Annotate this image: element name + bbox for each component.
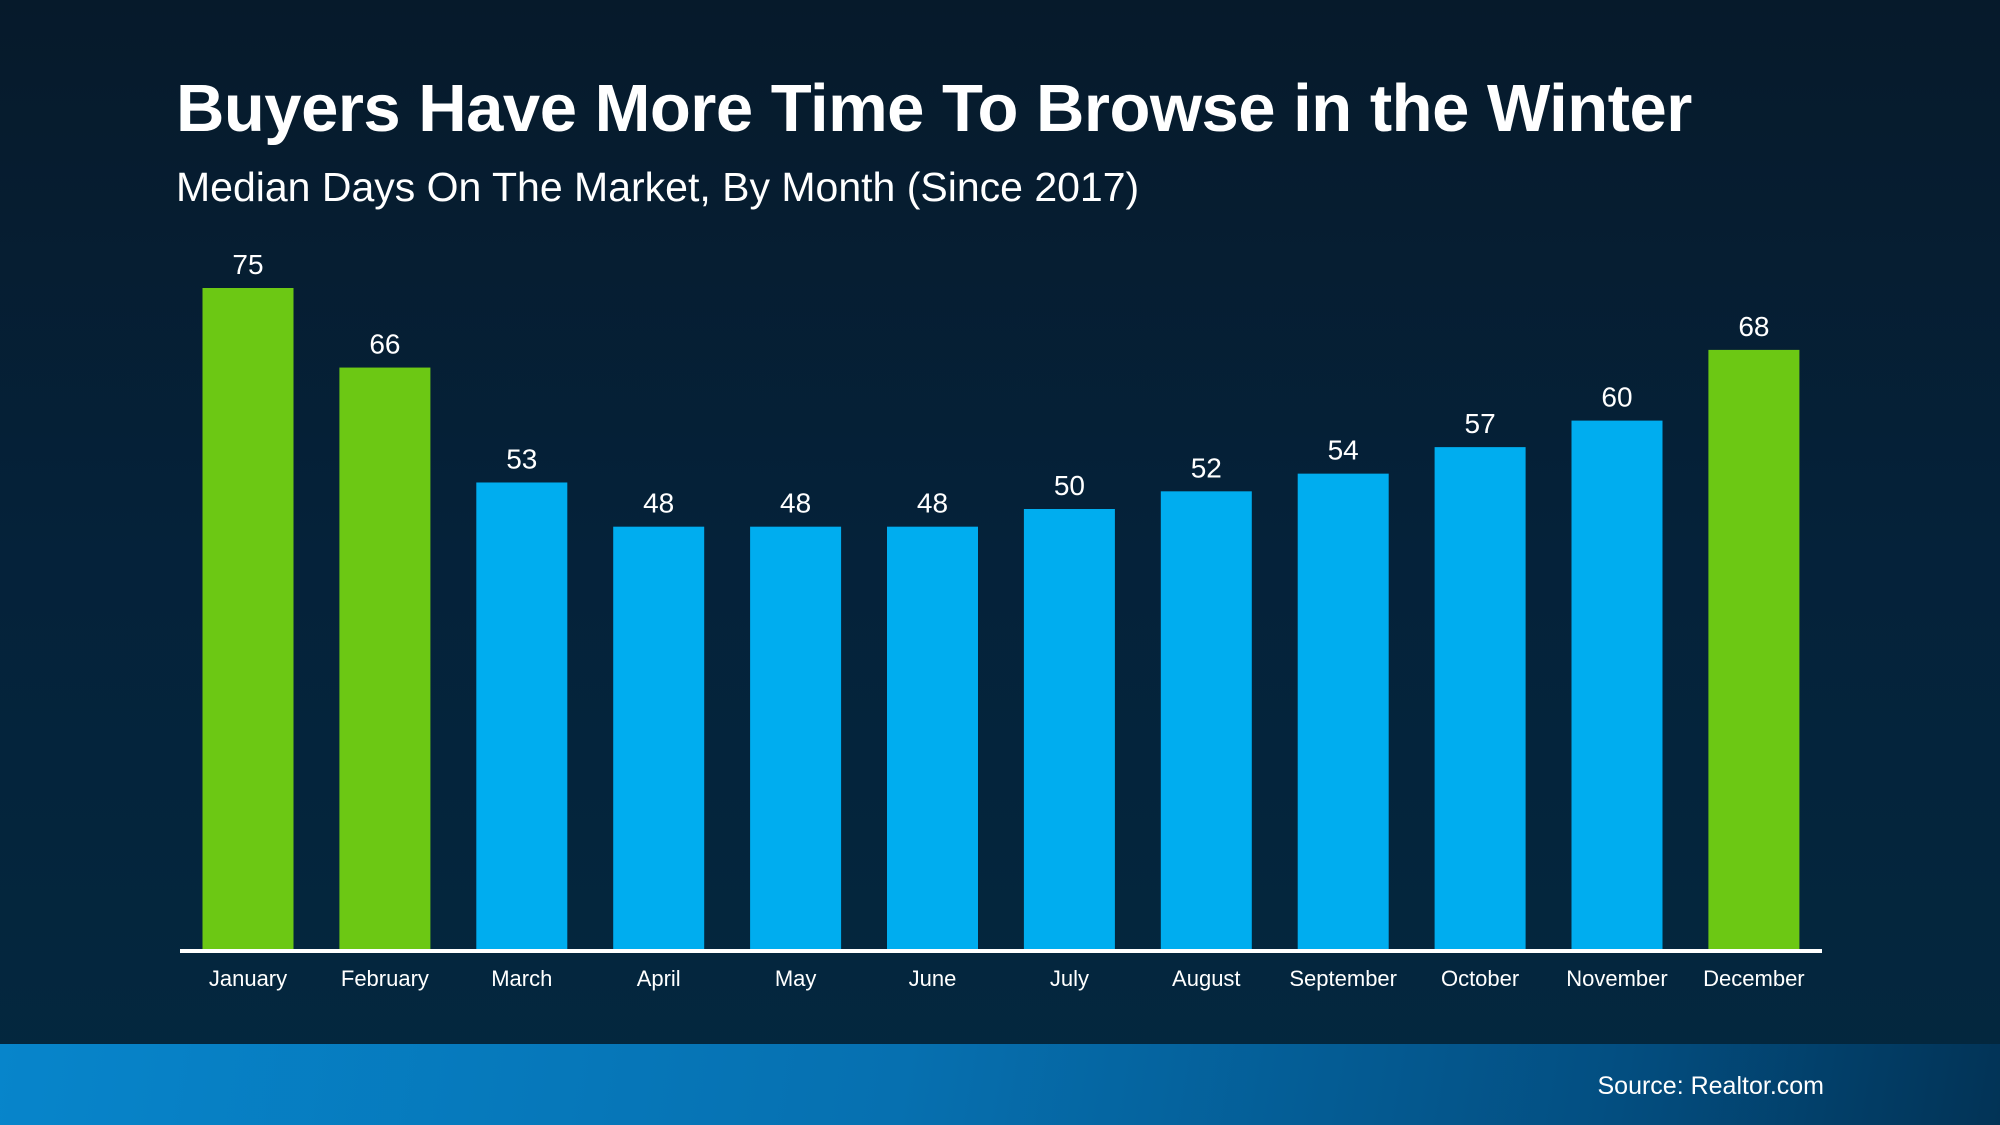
source-note: Source: Realtor.com [1597, 1072, 1825, 1100]
bar-january [202, 288, 294, 951]
data-label: 68 [1738, 311, 1769, 342]
bar-march [476, 482, 568, 951]
data-label: 57 [1465, 408, 1496, 439]
chart-title: Buyers Have More Time To Browse in the W… [176, 71, 1692, 146]
data-label: 53 [506, 443, 537, 474]
data-label: 66 [369, 329, 400, 360]
data-label: 60 [1601, 382, 1632, 413]
x-tick-label: November [1566, 966, 1667, 991]
x-tick-label: July [1050, 966, 1089, 991]
x-tick-label: May [775, 966, 817, 991]
bar-september [1297, 473, 1389, 951]
x-tick-label: September [1289, 966, 1397, 991]
bar-june [887, 526, 978, 951]
x-tick-label: April [637, 966, 681, 991]
bar-april [613, 526, 705, 951]
chart-subtitle: Median Days On The Market, By Month (Sin… [176, 164, 1140, 210]
data-label: 48 [917, 488, 948, 519]
bar-february [339, 367, 431, 951]
x-axis-line [180, 949, 1822, 953]
x-tick-label: March [491, 966, 552, 991]
bar-october [1434, 447, 1526, 951]
data-label: 75 [232, 249, 263, 280]
x-tick-label: December [1703, 966, 1804, 991]
x-tick-label: January [209, 966, 287, 991]
data-label: 52 [1191, 452, 1222, 483]
bar-november [1571, 420, 1663, 952]
data-label: 48 [780, 488, 811, 519]
bar-july [1023, 509, 1115, 951]
data-label: 48 [643, 488, 674, 519]
bar-december [1708, 349, 1800, 951]
x-tick-label: October [1441, 966, 1519, 991]
x-tick-label: February [341, 966, 429, 991]
data-label: 50 [1054, 470, 1085, 501]
footer-band [0, 1044, 2000, 1125]
bar-may [750, 526, 842, 951]
x-tick-label: August [1172, 966, 1241, 991]
data-label: 54 [1328, 435, 1359, 466]
bar-august [1160, 491, 1252, 951]
x-tick-label: June [909, 966, 957, 991]
